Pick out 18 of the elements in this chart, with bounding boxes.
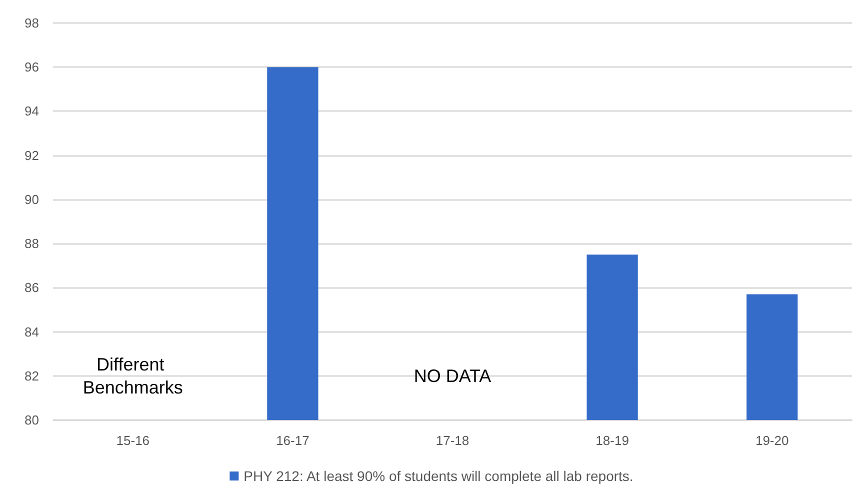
x-tick-label: 16-17 (276, 433, 310, 448)
y-tick-label: 86 (24, 280, 39, 296)
y-tick-label: 96 (24, 60, 39, 75)
annotation: Different Benchmarks (82, 354, 183, 398)
legend-label: PHY 212: At least 90% of students will complete all lab reports. (244, 468, 634, 484)
x-tick-label: 15-16 (116, 433, 150, 448)
annotation: NO DATA (414, 366, 492, 386)
x-tick-label: 18-19 (596, 433, 629, 448)
y-tick-label: 90 (24, 192, 39, 207)
y-tick-label: 88 (24, 236, 39, 252)
y-tick-label: 80 (24, 412, 39, 428)
y-tick-label: 98 (24, 16, 39, 30)
y-tick-label: 92 (24, 148, 39, 163)
y-tick-label: 82 (24, 368, 39, 384)
x-tick-label: 17-18 (436, 433, 470, 448)
y-tick-label: 84 (24, 324, 39, 340)
y-tick-label: 94 (24, 104, 39, 119)
x-tick-label: 19-20 (755, 433, 789, 448)
